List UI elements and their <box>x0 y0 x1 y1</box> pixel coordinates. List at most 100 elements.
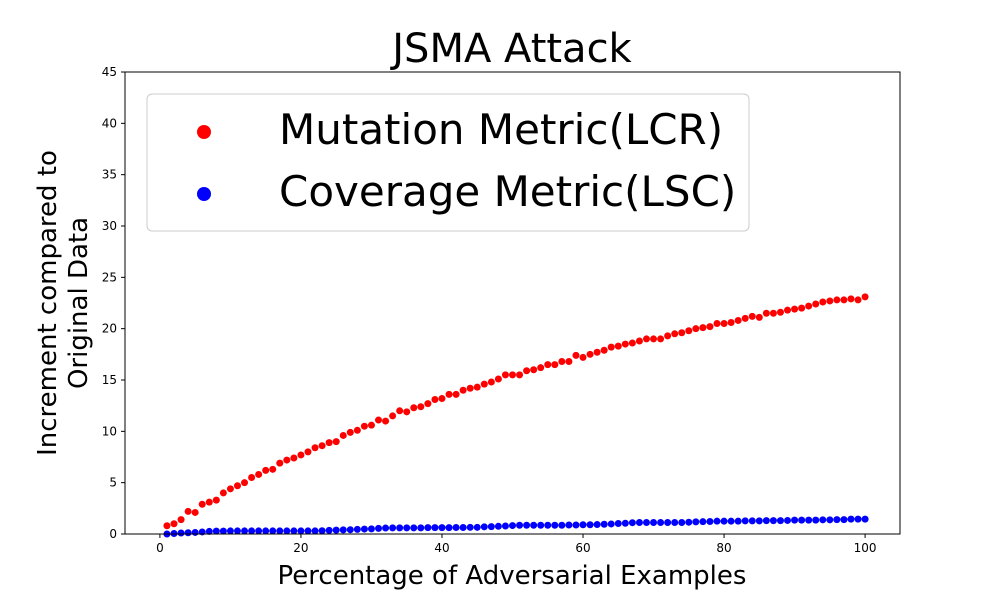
data-point <box>664 332 672 340</box>
data-point <box>424 400 432 408</box>
data-point <box>276 527 284 535</box>
data-point <box>177 529 185 537</box>
data-point <box>671 330 679 338</box>
data-point <box>614 520 622 528</box>
data-point <box>642 335 650 343</box>
data-point <box>445 524 453 532</box>
data-point <box>791 516 799 524</box>
data-point <box>212 527 220 535</box>
data-point <box>784 306 792 314</box>
data-point <box>339 431 347 439</box>
legend: Mutation Metric(LCR) Coverage Metric(LSC… <box>146 93 750 232</box>
y-tick-label: 10 <box>102 424 117 438</box>
data-point <box>784 516 792 524</box>
data-point <box>459 524 467 532</box>
data-point <box>678 329 686 337</box>
data-point <box>678 519 686 527</box>
data-point <box>339 526 347 534</box>
data-point <box>170 520 178 528</box>
data-point <box>593 521 601 529</box>
x-tick-label: 60 <box>575 541 590 555</box>
y-tick-label: 40 <box>102 116 117 130</box>
data-point <box>600 346 608 354</box>
data-point <box>727 517 735 525</box>
data-point <box>184 507 192 515</box>
data-point <box>332 438 340 446</box>
data-point <box>177 516 185 524</box>
data-point <box>360 525 368 533</box>
data-point <box>826 516 834 524</box>
data-point <box>367 421 375 429</box>
data-point <box>607 520 615 528</box>
data-point <box>382 417 390 425</box>
data-point <box>325 526 333 534</box>
data-point <box>734 517 742 525</box>
data-point <box>635 519 643 527</box>
data-point <box>318 442 326 450</box>
data-point <box>579 353 587 361</box>
data-point <box>607 343 615 351</box>
data-point <box>840 516 848 524</box>
data-point <box>403 408 411 416</box>
legend-label-lcr: Mutation Metric(LCR) <box>279 105 723 154</box>
y-tick-label: 5 <box>109 476 117 490</box>
data-point <box>410 404 418 412</box>
data-point <box>248 527 256 535</box>
data-point <box>205 527 213 535</box>
data-point <box>572 351 580 359</box>
data-point <box>798 516 806 524</box>
data-point <box>650 519 658 527</box>
data-point <box>847 515 855 523</box>
data-point <box>685 518 693 526</box>
data-point <box>826 297 834 305</box>
data-point <box>530 521 538 529</box>
data-point <box>466 523 474 531</box>
data-point <box>530 366 538 374</box>
data-point <box>438 394 446 402</box>
data-point <box>657 335 665 343</box>
data-point <box>642 519 650 527</box>
data-point <box>720 517 728 525</box>
y-tick-label: 20 <box>102 322 117 336</box>
data-point <box>776 308 784 316</box>
data-point <box>262 466 270 474</box>
data-point <box>628 519 636 527</box>
data-point <box>353 426 361 434</box>
y-axis-label-line-2: Original Data <box>64 217 94 389</box>
y-tick-label: 30 <box>102 219 117 233</box>
data-point <box>861 293 869 301</box>
y-tick-label: 45 <box>102 65 117 79</box>
data-point <box>635 337 643 345</box>
data-point <box>389 412 397 420</box>
data-point <box>375 524 383 532</box>
data-point <box>241 527 249 535</box>
data-point <box>769 309 777 317</box>
data-point <box>283 527 291 535</box>
data-point <box>452 524 460 532</box>
data-point <box>544 521 552 529</box>
data-point <box>748 312 756 320</box>
data-point <box>346 428 354 436</box>
data-point <box>219 489 227 497</box>
data-point <box>558 358 566 366</box>
chart-title: JSMA Attack <box>389 26 632 72</box>
legend-label-lsc: Coverage Metric(LSC) <box>279 167 736 216</box>
data-point <box>762 309 770 317</box>
y-tick-label: 0 <box>109 527 117 541</box>
data-point <box>466 384 474 392</box>
data-point <box>480 380 488 388</box>
data-point <box>501 371 509 379</box>
legend-marker-lcr <box>197 125 211 139</box>
data-point <box>523 367 531 375</box>
data-point <box>311 527 319 535</box>
axis-ticks: 0 20 40 60 80 100 0 5 10 15 20 25 30 35 40 45 <box>102 65 877 555</box>
data-point <box>501 522 509 530</box>
x-tick-label: 40 <box>434 541 449 555</box>
data-point <box>233 527 241 535</box>
data-point <box>262 527 270 535</box>
data-point <box>614 342 622 350</box>
data-point <box>410 524 418 532</box>
data-point <box>389 524 397 532</box>
data-point <box>226 485 234 493</box>
data-point <box>473 523 481 531</box>
